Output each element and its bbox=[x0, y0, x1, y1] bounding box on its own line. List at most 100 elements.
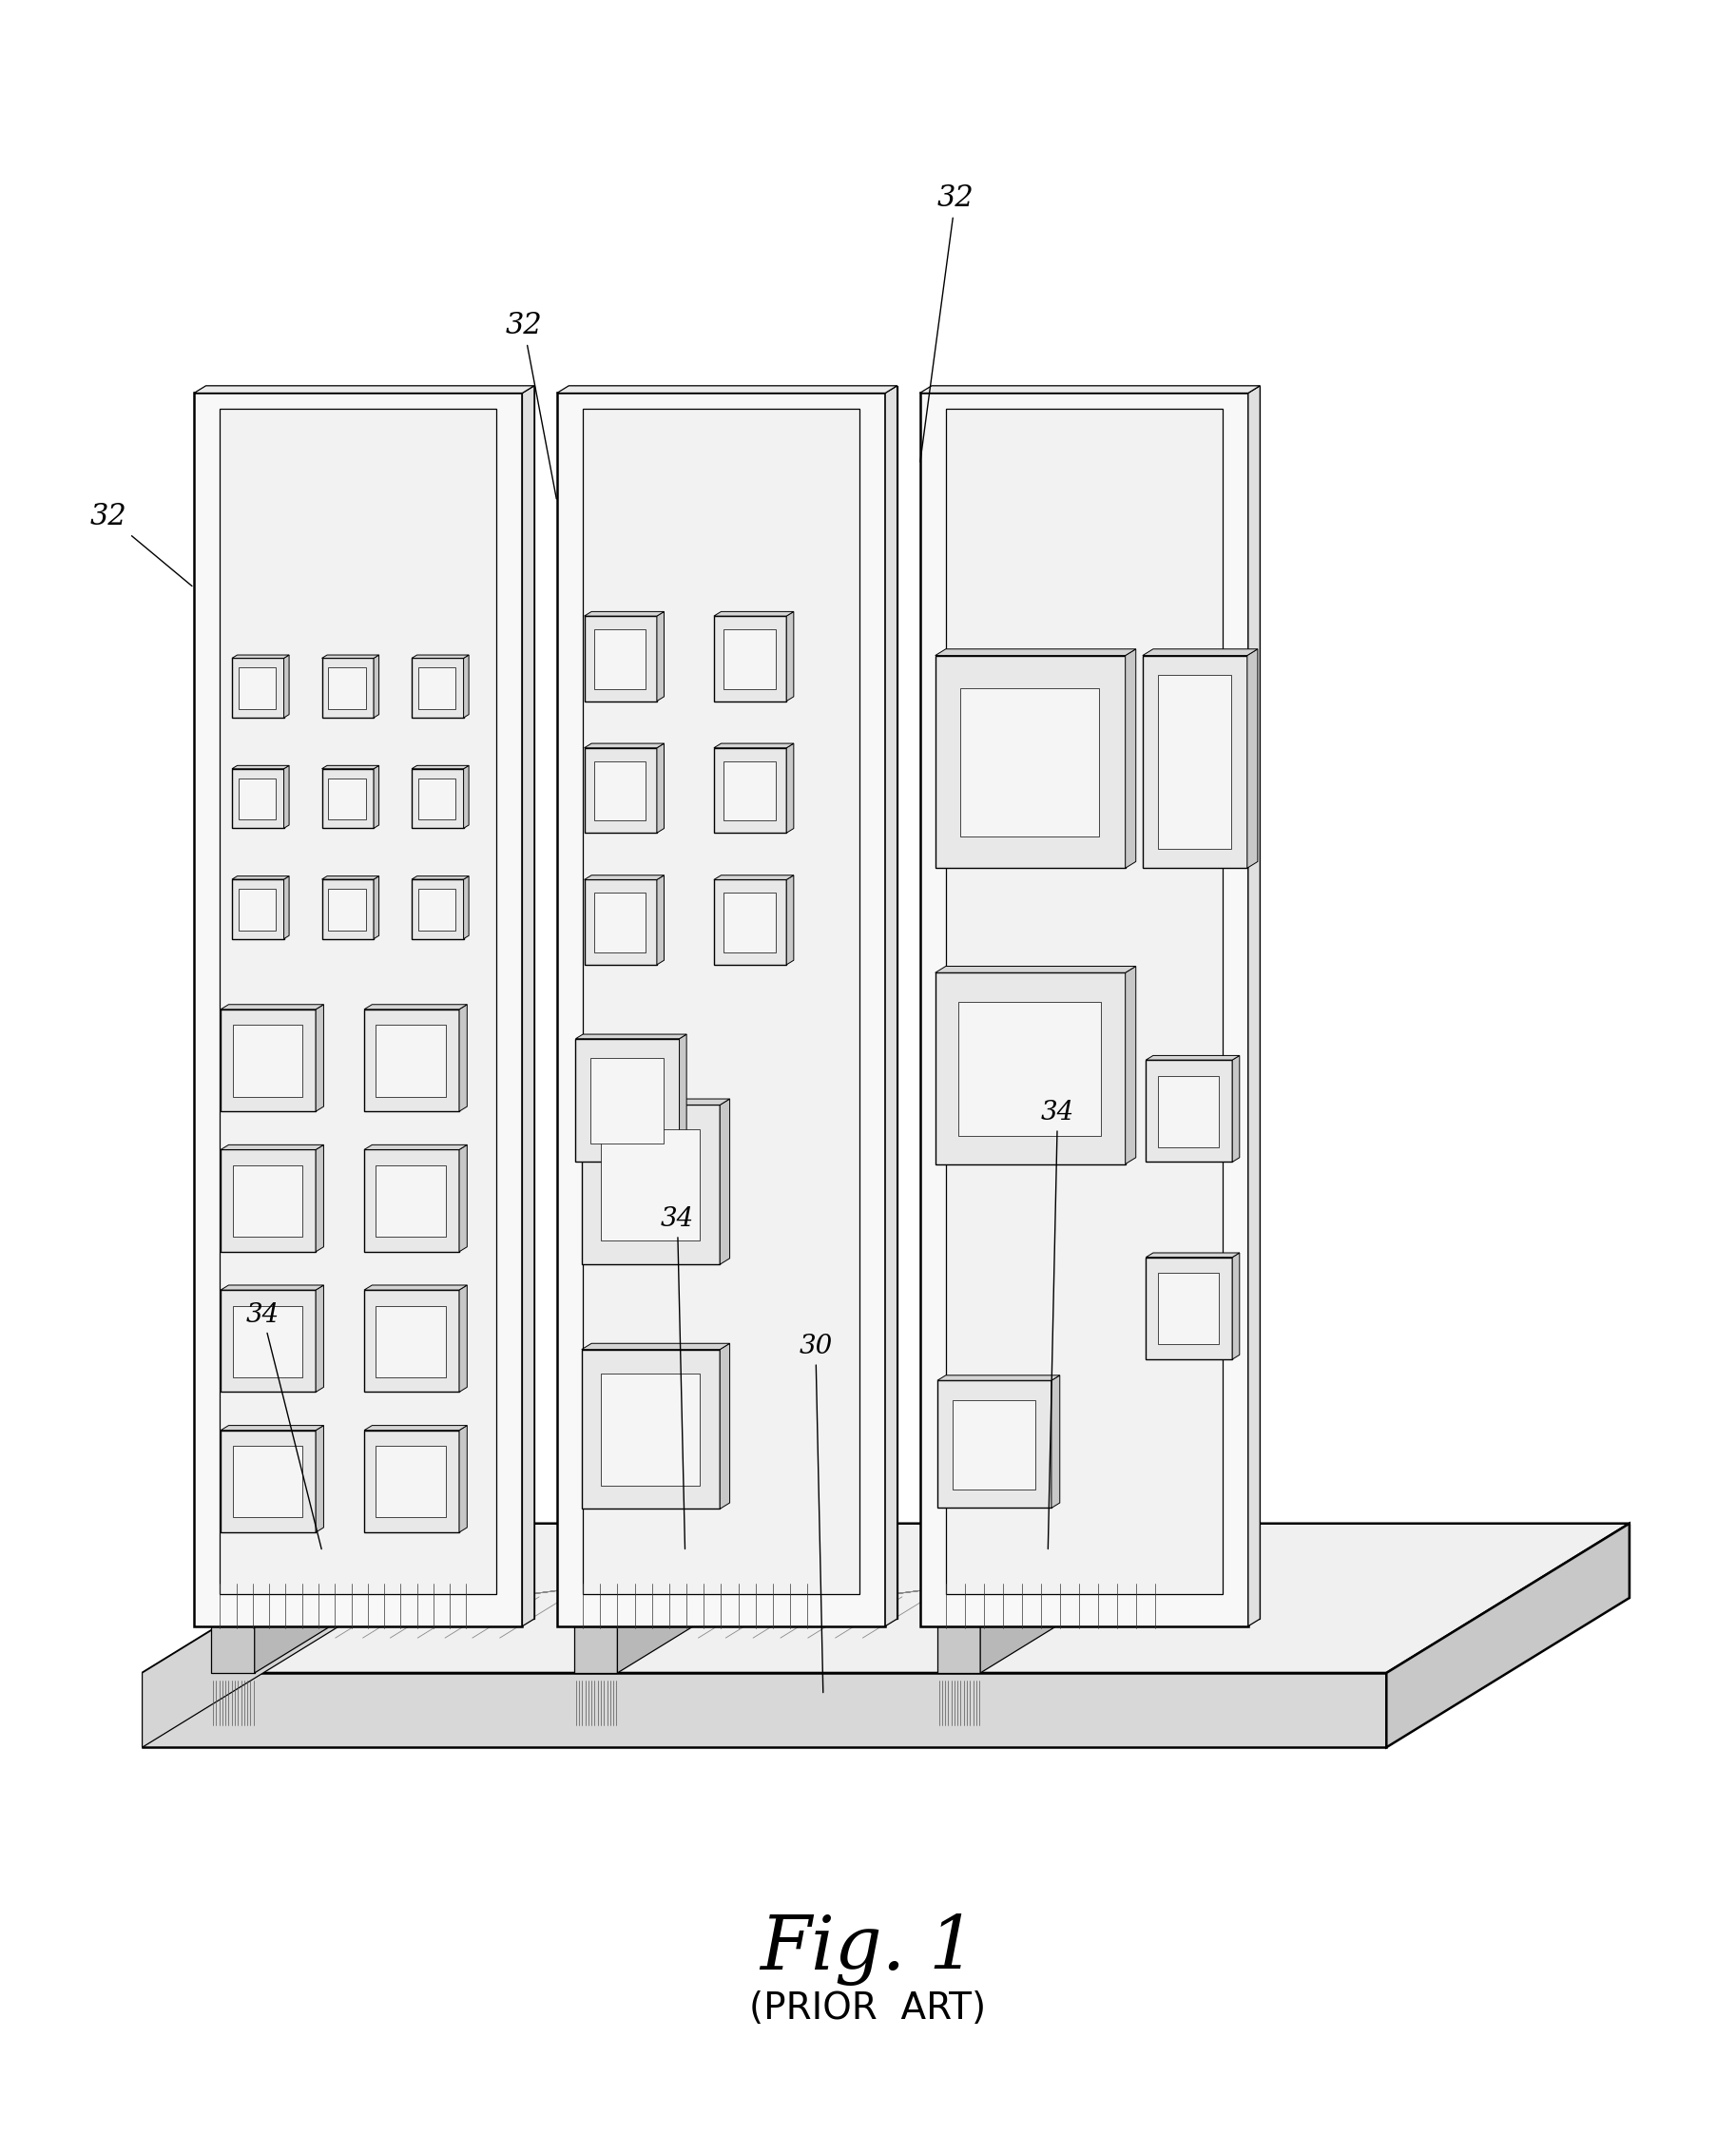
Polygon shape bbox=[727, 1485, 753, 1607]
Polygon shape bbox=[377, 1306, 446, 1376]
Polygon shape bbox=[936, 655, 1125, 869]
Polygon shape bbox=[618, 1545, 752, 1673]
Polygon shape bbox=[233, 766, 290, 768]
Polygon shape bbox=[373, 877, 378, 939]
Polygon shape bbox=[937, 1374, 1059, 1381]
Polygon shape bbox=[585, 879, 656, 965]
Polygon shape bbox=[212, 1626, 255, 1673]
Polygon shape bbox=[1047, 1485, 1116, 1500]
Text: 32: 32 bbox=[505, 312, 557, 499]
Polygon shape bbox=[220, 1426, 323, 1430]
Polygon shape bbox=[582, 1349, 720, 1509]
Polygon shape bbox=[1142, 649, 1257, 655]
Polygon shape bbox=[365, 1144, 467, 1150]
Polygon shape bbox=[233, 1024, 302, 1097]
Polygon shape bbox=[142, 1524, 1630, 1673]
Polygon shape bbox=[713, 879, 786, 965]
Polygon shape bbox=[1158, 1076, 1219, 1148]
Polygon shape bbox=[582, 1105, 720, 1265]
Polygon shape bbox=[713, 875, 793, 879]
Polygon shape bbox=[316, 1426, 323, 1532]
Polygon shape bbox=[418, 779, 455, 819]
Polygon shape bbox=[958, 1001, 1101, 1135]
Polygon shape bbox=[377, 1165, 446, 1238]
Polygon shape bbox=[1125, 649, 1135, 869]
Polygon shape bbox=[142, 1524, 385, 1748]
Polygon shape bbox=[233, 657, 285, 717]
Polygon shape bbox=[385, 1524, 1630, 1598]
Polygon shape bbox=[590, 1058, 663, 1144]
Polygon shape bbox=[321, 879, 373, 939]
Polygon shape bbox=[786, 743, 793, 832]
Polygon shape bbox=[946, 410, 1222, 1594]
Text: (PRIOR  ART): (PRIOR ART) bbox=[750, 1991, 986, 2027]
Polygon shape bbox=[557, 393, 885, 1626]
Text: Fig. 1: Fig. 1 bbox=[760, 1912, 976, 1985]
Polygon shape bbox=[233, 1447, 302, 1517]
Polygon shape bbox=[585, 747, 656, 832]
Polygon shape bbox=[920, 393, 1248, 1626]
Text: 34: 34 bbox=[661, 1206, 694, 1549]
Polygon shape bbox=[460, 1285, 467, 1391]
Polygon shape bbox=[724, 762, 776, 822]
Polygon shape bbox=[377, 1447, 446, 1517]
Polygon shape bbox=[601, 1129, 700, 1240]
Polygon shape bbox=[207, 386, 535, 1620]
Polygon shape bbox=[523, 386, 535, 1626]
Polygon shape bbox=[1158, 1274, 1219, 1344]
Polygon shape bbox=[601, 1374, 700, 1485]
Polygon shape bbox=[365, 1430, 460, 1532]
Polygon shape bbox=[585, 875, 665, 879]
Polygon shape bbox=[411, 768, 464, 828]
Polygon shape bbox=[594, 762, 646, 822]
Polygon shape bbox=[557, 386, 898, 393]
Polygon shape bbox=[365, 1426, 467, 1430]
Polygon shape bbox=[1233, 1056, 1240, 1163]
Polygon shape bbox=[724, 630, 776, 689]
Polygon shape bbox=[142, 1673, 1387, 1748]
Polygon shape bbox=[285, 655, 290, 717]
Polygon shape bbox=[936, 973, 1125, 1163]
Polygon shape bbox=[920, 386, 1260, 393]
Polygon shape bbox=[575, 1545, 752, 1626]
Polygon shape bbox=[576, 1039, 679, 1163]
Polygon shape bbox=[720, 1344, 729, 1509]
Polygon shape bbox=[569, 386, 898, 1620]
Polygon shape bbox=[1125, 967, 1135, 1163]
Polygon shape bbox=[684, 1485, 753, 1500]
Polygon shape bbox=[418, 668, 455, 708]
Polygon shape bbox=[365, 1285, 467, 1289]
Polygon shape bbox=[1233, 1253, 1240, 1359]
Polygon shape bbox=[575, 1626, 618, 1673]
Polygon shape bbox=[321, 766, 378, 768]
Polygon shape bbox=[679, 1035, 686, 1163]
Polygon shape bbox=[411, 877, 469, 879]
Polygon shape bbox=[720, 1099, 729, 1265]
Polygon shape bbox=[582, 1344, 729, 1349]
Polygon shape bbox=[937, 1626, 981, 1673]
Polygon shape bbox=[316, 1005, 323, 1112]
Polygon shape bbox=[321, 655, 378, 657]
Polygon shape bbox=[932, 386, 1260, 1620]
Polygon shape bbox=[316, 1285, 323, 1391]
Polygon shape bbox=[713, 743, 793, 747]
Polygon shape bbox=[194, 386, 535, 393]
Polygon shape bbox=[411, 879, 464, 939]
Polygon shape bbox=[220, 1005, 323, 1009]
Polygon shape bbox=[786, 612, 793, 702]
Polygon shape bbox=[363, 1485, 391, 1607]
Polygon shape bbox=[233, 1165, 302, 1238]
Polygon shape bbox=[937, 1381, 1052, 1509]
Polygon shape bbox=[585, 743, 665, 747]
Polygon shape bbox=[594, 892, 646, 952]
Polygon shape bbox=[365, 1289, 460, 1391]
Polygon shape bbox=[1146, 1253, 1240, 1257]
Polygon shape bbox=[1146, 1061, 1233, 1163]
Polygon shape bbox=[1146, 1056, 1240, 1061]
Polygon shape bbox=[220, 1150, 316, 1253]
Text: 34: 34 bbox=[1042, 1101, 1075, 1549]
Polygon shape bbox=[460, 1005, 467, 1112]
Polygon shape bbox=[656, 612, 665, 702]
Polygon shape bbox=[936, 649, 1135, 655]
Polygon shape bbox=[1387, 1524, 1630, 1748]
